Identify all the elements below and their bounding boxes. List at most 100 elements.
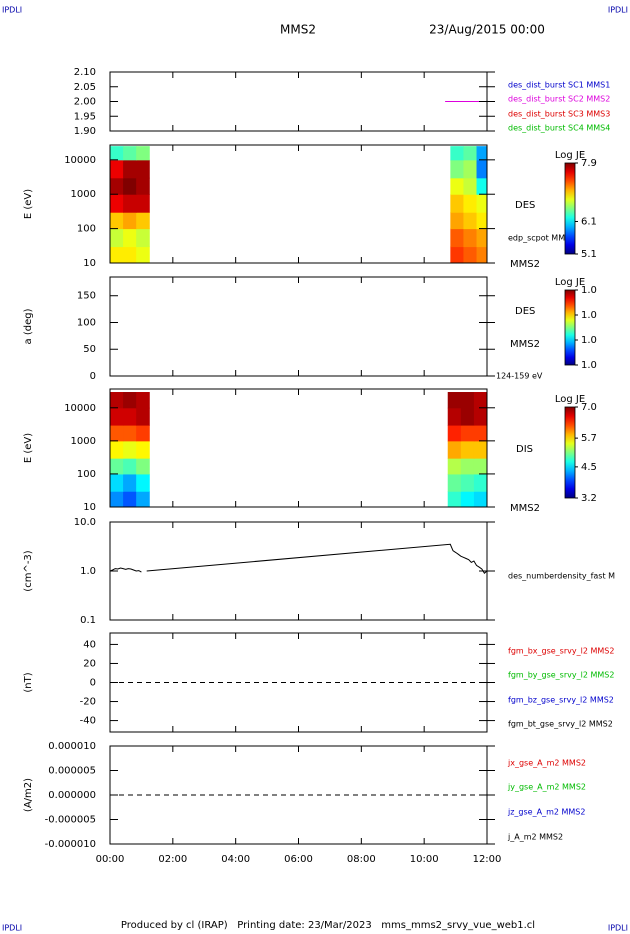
colorbar <box>564 162 576 255</box>
legend-label: j_A_m2 MMS2 <box>507 833 563 842</box>
y-tick-label: 0.000010 <box>48 741 96 752</box>
spectrogram-cell <box>460 425 475 442</box>
y-tick-label: 0.000005 <box>48 766 96 777</box>
spectrogram-cell <box>136 425 150 442</box>
y-tick-label: -40 <box>80 716 96 727</box>
spectrogram-cell <box>460 491 475 507</box>
spectrogram-cell <box>110 159 124 179</box>
spectrogram-cell <box>473 473 487 492</box>
spectrogram-cell <box>476 246 487 263</box>
spectrogram-cell <box>136 392 150 409</box>
spectrogram-cell <box>473 407 487 426</box>
legend-label: des_dist_burst SC3 MMS3 <box>508 110 610 119</box>
spectrogram-cell <box>463 177 478 195</box>
panel: 10.0 1.0 0.1 (cm^-3) des_numberdensity_fast … <box>23 517 615 626</box>
panel: 10 100 1000 10000 E (eV) DIS MMS2 Log JE7.0 5.7 4… <box>23 388 597 514</box>
legend-label: des_dist_burst SC1 MMS1 <box>508 81 610 90</box>
colorbar-tick-label: 1.0 <box>581 360 597 371</box>
spectrogram-cell <box>110 177 124 195</box>
spectrogram-cell <box>110 246 124 263</box>
panel-label: DIS <box>516 444 533 455</box>
colorbar-tick-label: 1.0 <box>581 335 597 346</box>
y-tick-label: 0 <box>90 371 96 382</box>
corner-label: IPDLI <box>608 924 628 933</box>
x-tick-label: 02:00 <box>158 854 187 865</box>
spectrogram-cell <box>460 440 475 459</box>
panel: 40 20 0 -20 -40 (nT) fgm_bx_gse_srvy_l2 MMS2 fg… <box>23 632 614 733</box>
legend-label: fgm_by_gse_srvy_l2 MMS2 <box>508 671 614 680</box>
panel-frame <box>109 71 488 132</box>
colorbar-title: Log JE <box>555 150 585 161</box>
colorbar-tick-label: 3.2 <box>581 493 597 504</box>
spectrogram-cell <box>110 407 124 426</box>
panel-label: MMS2 <box>510 503 540 514</box>
y-tick-label: -0.000010 <box>45 839 96 850</box>
legend-label: fgm_bz_gse_srvy_l2 MMS2 <box>508 696 614 705</box>
spectrogram-cell <box>123 425 137 442</box>
y-tick-label: 0.000000 <box>48 790 96 801</box>
spectrogram-cell <box>123 392 137 409</box>
spectrogram-cell <box>110 491 124 507</box>
spectrogram-cell <box>136 146 150 161</box>
spectrogram-cell <box>136 473 150 492</box>
spectrogram-cell <box>110 392 124 409</box>
colorbar-tick-label: 7.0 <box>581 402 597 413</box>
y-tick-label: 10 <box>83 258 96 269</box>
spectrogram-cell <box>136 177 150 195</box>
series-line <box>146 543 487 574</box>
spectrogram-cell <box>476 194 487 213</box>
x-tick-label: 10:00 <box>410 854 439 865</box>
panel-label: edp_scpot MMS2 <box>508 234 575 243</box>
legend-label: fgm_bt_gse_srvy_l2 MMS2 <box>508 720 613 729</box>
spectrogram-cell <box>473 458 487 475</box>
colorbar-title: Log JE <box>555 394 585 405</box>
spectrogram-cell <box>460 473 475 492</box>
legend-label: fgm_bx_gse_srvy_l2 MMS2 <box>508 647 614 656</box>
spectrogram-cell <box>450 228 464 248</box>
spectrogram-cell <box>476 146 487 161</box>
spectrogram-cell <box>447 425 462 442</box>
spectrogram-cell <box>123 194 137 213</box>
spectrogram-cell <box>447 458 462 475</box>
spectrogram-cell <box>476 212 487 230</box>
spectrogram-cell <box>460 392 475 409</box>
spectrogram-cell <box>110 228 124 248</box>
spectrogram-cell <box>136 491 150 507</box>
y-tick-label: 10.0 <box>74 517 96 528</box>
y-tick-label: 1.0 <box>80 566 96 577</box>
spectrogram-cell <box>473 425 487 442</box>
colorbar-tick-label: 6.1 <box>581 217 597 228</box>
spectrogram-cell <box>123 440 137 459</box>
spectrogram-cell <box>110 473 124 492</box>
spectrogram-cell <box>447 491 462 507</box>
y-tick-label: 100 <box>77 469 96 480</box>
y-axis-label: E (eV) <box>23 189 34 219</box>
corner-label: IPDLI <box>608 6 628 15</box>
colorbar <box>564 406 576 499</box>
panel: 10 100 1000 10000 E (eV) DES edp_scpot MMS2 MMS… <box>23 144 597 270</box>
panel-label: MMS2 <box>510 339 540 350</box>
spectrogram-cell <box>463 246 478 263</box>
legend-label: jz_gse_A_m2 MMS2 <box>507 808 585 817</box>
colorbar-tick-label: 5.7 <box>581 433 597 444</box>
spectrogram-cell <box>447 392 462 409</box>
spectrogram-cell <box>463 159 478 179</box>
spectrogram-cell <box>136 212 150 230</box>
corner-label: IPDLI <box>2 924 22 933</box>
spectrogram-cell <box>473 491 487 507</box>
date: 23/Aug/2015 00:00 <box>429 23 545 37</box>
spectrogram-cell <box>110 458 124 475</box>
colorbar-tick-label: 1.0 <box>581 310 597 321</box>
panel-frame <box>109 521 488 621</box>
y-tick-label: -20 <box>80 697 96 708</box>
spectrogram-cell <box>123 407 137 426</box>
y-tick-label: 10000 <box>64 155 96 166</box>
spectrogram-cell <box>110 425 124 442</box>
series-line <box>110 567 142 573</box>
y-axis-label: a (deg) <box>23 308 34 344</box>
colorbar-tick-label: 7.9 <box>581 158 597 169</box>
panel-frame <box>109 276 488 377</box>
x-tick-label: 08:00 <box>347 854 376 865</box>
